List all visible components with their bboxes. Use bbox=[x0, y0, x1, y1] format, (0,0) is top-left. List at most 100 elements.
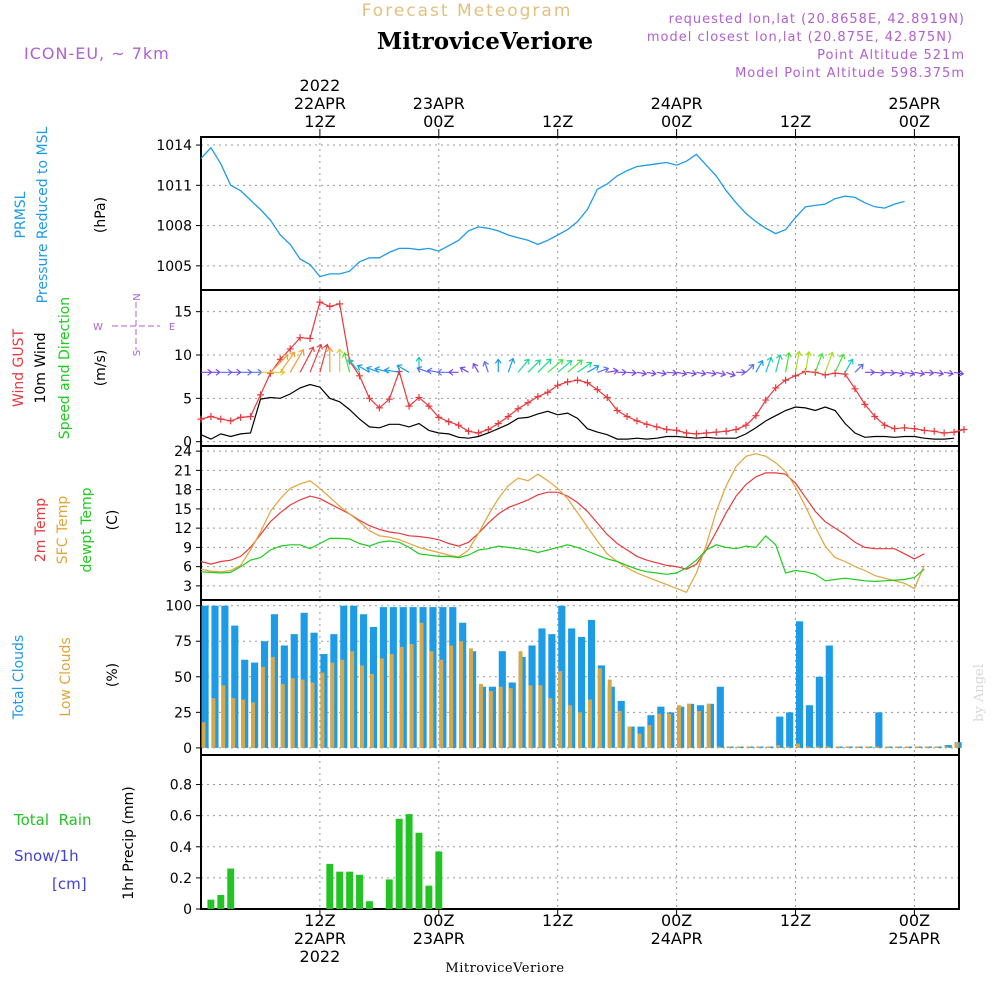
gust-marker bbox=[960, 426, 968, 434]
gust-marker bbox=[881, 421, 889, 429]
wind-arrow bbox=[472, 362, 479, 373]
low-cloud-bar bbox=[478, 683, 483, 748]
wind-arrow bbox=[607, 367, 619, 375]
compass-w: W bbox=[93, 322, 103, 333]
gust-marker bbox=[692, 430, 700, 438]
total-cloud-bar bbox=[796, 621, 804, 748]
wind-label-gust: Wind GUST bbox=[11, 328, 27, 407]
precip-ytick-label: 0.4 bbox=[170, 840, 192, 856]
low-cloud-bar bbox=[221, 685, 226, 748]
wind-ytick-label: 0 bbox=[183, 435, 192, 451]
low-cloud-bar bbox=[498, 686, 503, 748]
rain-bar bbox=[207, 899, 215, 909]
pressure-ytick-label: 1008 bbox=[156, 219, 192, 235]
total-cloud-bar bbox=[825, 645, 833, 748]
low-cloud-bar bbox=[696, 710, 701, 748]
wind-arrow bbox=[784, 351, 792, 373]
cloud-label-total: Total Clouds bbox=[11, 635, 27, 720]
low-cloud-bar bbox=[330, 662, 335, 748]
wind-arrow bbox=[894, 369, 906, 377]
wind-arrow bbox=[240, 368, 253, 376]
gust-marker bbox=[554, 381, 562, 389]
gust-marker bbox=[316, 298, 324, 306]
low-cloud-bar bbox=[954, 742, 959, 748]
wind-ytick-label: 10 bbox=[174, 348, 192, 364]
low-cloud-bar bbox=[528, 685, 533, 748]
rain-bar bbox=[336, 871, 344, 909]
dewpoint-line bbox=[200, 534, 925, 583]
wind-arrow bbox=[537, 358, 552, 373]
gust-marker bbox=[613, 406, 621, 414]
gust-marker bbox=[891, 425, 899, 433]
low-cloud-bar bbox=[766, 746, 771, 748]
low-cloud-bar bbox=[865, 746, 870, 748]
total-cloud-bar bbox=[587, 619, 596, 748]
wind-arrow bbox=[904, 369, 916, 377]
gust-marker bbox=[375, 404, 383, 412]
wind-arrow bbox=[794, 350, 803, 373]
wind-arrow bbox=[874, 369, 886, 377]
rain-bar bbox=[346, 871, 354, 909]
gust-marker bbox=[851, 385, 859, 393]
gust-marker bbox=[465, 427, 473, 435]
wind-arrow bbox=[383, 366, 400, 374]
low-cloud-bar bbox=[786, 746, 791, 748]
low-cloud-bar bbox=[260, 666, 265, 748]
low-cloud-bar bbox=[350, 651, 355, 748]
low-cloud-bar bbox=[280, 683, 285, 748]
temp-panel: 3 6 9 12 15 18 21 24 bbox=[174, 444, 960, 601]
gust-marker bbox=[484, 426, 492, 434]
wind-arrow bbox=[517, 358, 530, 373]
rain-bar bbox=[395, 818, 403, 909]
wind-labels: Wind GUST 10m Wind Speed and Direction (… bbox=[11, 297, 109, 439]
gust-marker bbox=[782, 376, 790, 384]
rain-bar bbox=[227, 868, 235, 909]
low-cloud-bar bbox=[449, 645, 454, 748]
low-cloud-bar bbox=[934, 746, 939, 748]
pressure-ytick-label: 1005 bbox=[156, 259, 192, 275]
rain-bar bbox=[385, 879, 393, 909]
temp-ytick-label: 18 bbox=[174, 483, 192, 499]
wind-arrow bbox=[396, 364, 410, 373]
pressure-unit: (hPa) bbox=[93, 197, 109, 233]
plots bbox=[197, 146, 968, 909]
low-cloud-bar bbox=[706, 703, 711, 748]
low-cloud-bar bbox=[914, 746, 919, 748]
gust-marker bbox=[950, 428, 958, 436]
low-cloud-bar bbox=[310, 682, 315, 748]
low-cloud-bar bbox=[627, 726, 632, 748]
gust-marker bbox=[762, 396, 770, 404]
low-cloud-bar bbox=[875, 746, 880, 748]
wind-arrow bbox=[716, 370, 727, 378]
total-cloud-bar bbox=[231, 625, 239, 748]
top-axis-label: 25APR bbox=[888, 94, 940, 113]
gust-marker bbox=[544, 388, 552, 396]
temp-label-2m: 2m Temp bbox=[33, 498, 49, 562]
gust-marker bbox=[752, 412, 760, 420]
gust-marker bbox=[663, 426, 671, 434]
wind-frame bbox=[200, 289, 960, 447]
gust-marker bbox=[623, 413, 631, 421]
gust-marker bbox=[217, 415, 225, 423]
precip-label-rain: Total Rain bbox=[13, 811, 92, 829]
precip-ytick-label: 0.8 bbox=[170, 778, 192, 794]
wind-ytick-label: 15 bbox=[174, 305, 192, 321]
wind-arrow bbox=[824, 351, 835, 373]
bottom-axis-label: 25APR bbox=[888, 929, 940, 948]
wind-arrow bbox=[201, 368, 213, 376]
gust-marker bbox=[673, 426, 681, 434]
top-axis-label: 23APR bbox=[413, 94, 465, 113]
temp-labels: 2m Temp SFC Temp dewpt Temp (C) bbox=[33, 487, 121, 572]
temp-2m-line bbox=[200, 472, 925, 570]
low-cloud-bar bbox=[825, 746, 830, 748]
wind-arrow bbox=[289, 348, 305, 373]
low-cloud-bar bbox=[657, 713, 662, 748]
low-cloud-bar bbox=[518, 651, 523, 748]
top-axis-label: 24APR bbox=[651, 94, 703, 113]
panel-frames: 1005100810111014051015369121518212402550… bbox=[156, 136, 960, 918]
wind-arrow bbox=[666, 369, 678, 377]
low-cloud-bar bbox=[558, 671, 563, 748]
gust-marker bbox=[910, 425, 918, 433]
low-cloud-bar bbox=[360, 665, 364, 748]
